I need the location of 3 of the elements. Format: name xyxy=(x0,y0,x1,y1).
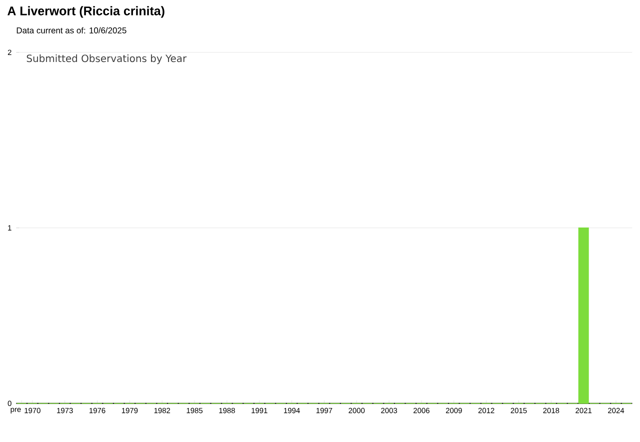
chart-subtitle: Data current as of: 10/6/2025 xyxy=(16,27,126,34)
chart-title: A Liverwort (Riccia crinita) xyxy=(8,6,164,18)
annotation: Submitted Observations by Year xyxy=(26,54,187,64)
